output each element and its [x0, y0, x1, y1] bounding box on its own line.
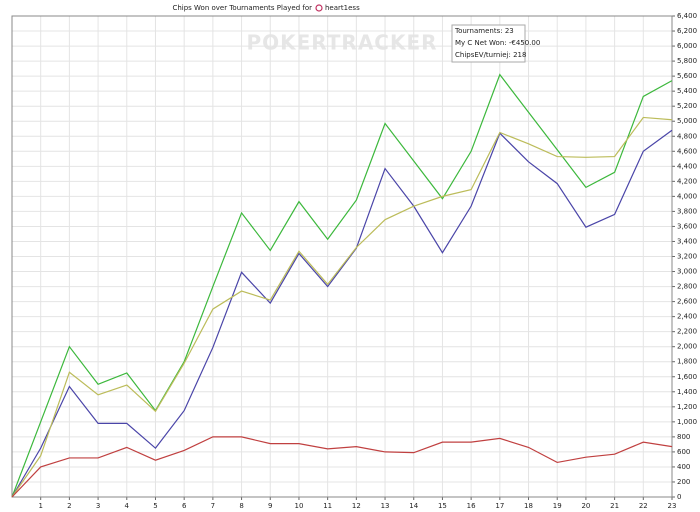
y-tick-label: 6,000 — [677, 42, 697, 50]
y-tick-label: 4,000 — [677, 192, 697, 200]
y-tick-label: 4,200 — [677, 177, 697, 185]
x-tick-label: 5 — [153, 502, 157, 510]
y-tick-label: 1,000 — [677, 418, 697, 426]
y-tick-label: 1,200 — [677, 403, 697, 411]
y-tick-label: 3,600 — [677, 222, 697, 230]
y-tick-label: 5,200 — [677, 102, 697, 110]
x-tick-label: 8 — [239, 502, 243, 510]
y-tick-label: 3,400 — [677, 237, 697, 245]
info-line: Tournaments: 23 — [454, 27, 514, 35]
y-tick-label: 600 — [677, 448, 690, 456]
y-tick-label: 200 — [677, 478, 690, 486]
y-tick-label: 1,400 — [677, 388, 697, 396]
y-tick-label: 1,600 — [677, 373, 697, 381]
x-tick-label: 17 — [495, 502, 504, 510]
x-tick-label: 9 — [268, 502, 272, 510]
x-tick-label: 16 — [467, 502, 476, 510]
x-tick-label: 13 — [381, 502, 390, 510]
series-line — [11, 73, 673, 498]
watermark: POKERTRACKER — [246, 31, 437, 55]
y-tick-label: 4,800 — [677, 132, 697, 140]
info-box — [451, 24, 526, 63]
y-tick-label: 5,000 — [677, 117, 697, 125]
info-line: ChipsEV/turniej: 218 — [455, 51, 526, 59]
x-tick-label: 12 — [352, 502, 361, 510]
series-line — [11, 116, 673, 498]
y-tick-label: 0 — [677, 493, 681, 501]
x-tick-label: 18 — [524, 502, 533, 510]
x-tick-label: 10 — [294, 502, 303, 510]
x-tick-label: 3 — [96, 502, 100, 510]
y-tick-label: 800 — [677, 433, 690, 441]
x-tick-label: 11 — [323, 502, 332, 510]
series-line — [11, 436, 673, 498]
chart-title: Chips Won over Tournaments Played for — [172, 4, 312, 12]
y-tick-label: 2,600 — [677, 298, 697, 306]
x-tick-label: 6 — [182, 502, 187, 510]
x-tick-label: 19 — [553, 502, 562, 510]
y-tick-label: 2,800 — [677, 283, 697, 291]
y-tick-label: 2,200 — [677, 328, 697, 336]
y-tick-label: 3,000 — [677, 268, 697, 276]
y-tick-label: 6,200 — [677, 27, 697, 35]
x-tick-label: 22 — [639, 502, 648, 510]
y-tick-label: 6,400 — [677, 12, 697, 20]
y-tick-label: 3,200 — [677, 253, 697, 261]
x-tick-label: 15 — [438, 502, 447, 510]
x-tick-label: 14 — [409, 502, 418, 510]
player-icon — [315, 4, 323, 12]
y-tick-label: 5,600 — [677, 72, 697, 80]
player-name: heart1ess — [325, 4, 360, 12]
y-tick-label: 5,400 — [677, 87, 697, 95]
y-tick-label: 4,600 — [677, 147, 697, 155]
y-tick-label: 3,800 — [677, 207, 697, 215]
info-line: My C Net Won: -€450.00 — [455, 39, 540, 47]
plot-frame — [11, 15, 673, 498]
y-tick-label: 2,400 — [677, 313, 697, 321]
x-tick-label: 20 — [581, 502, 590, 510]
x-tick-label: 4 — [125, 502, 130, 510]
x-tick-label: 2 — [67, 502, 71, 510]
y-tick-label: 1,800 — [677, 358, 697, 366]
y-tick-label: 2,000 — [677, 343, 697, 351]
x-tick-label: 7 — [211, 502, 215, 510]
x-tick-label: 1 — [38, 502, 42, 510]
y-tick-label: 4,400 — [677, 162, 697, 170]
y-tick-label: 400 — [677, 463, 690, 471]
series-line — [11, 129, 673, 498]
x-tick-label: 23 — [668, 502, 677, 510]
x-tick-label: 21 — [610, 502, 619, 510]
y-tick-label: 5,800 — [677, 57, 697, 65]
